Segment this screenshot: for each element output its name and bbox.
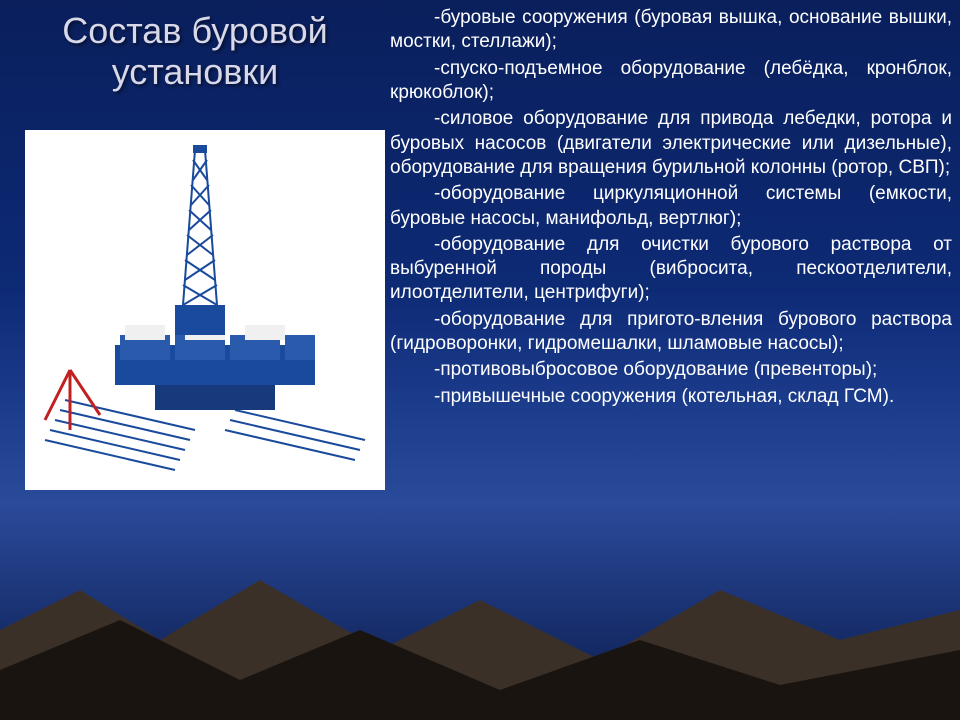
bullet-item: -оборудование циркуляционной системы (ем… [390, 182, 952, 231]
slide-title: Состав буровой установки [0, 10, 390, 93]
bullet-item: -силовое оборудование для привода лебедк… [390, 107, 952, 180]
bullet-item: -спуско-подъемное оборудование (лебёдка,… [390, 57, 952, 106]
bullet-item: -оборудование для пригото-вления буровог… [390, 308, 952, 357]
drilling-rig-image [25, 130, 385, 490]
bullet-item: -буровые сооружения (буровая вышка, осно… [390, 6, 952, 55]
drilling-rig-icon [25, 130, 385, 490]
bullet-item: -противовыбросовое оборудование (превент… [390, 358, 952, 382]
content-text: -буровые сооружения (буровая вышка, осно… [390, 6, 952, 714]
slide: Состав буровой установки [0, 0, 960, 720]
bullet-item: -привышечные сооружения (котельная, скла… [390, 385, 952, 409]
bullet-item: -оборудование для очистки бурового раств… [390, 233, 952, 306]
